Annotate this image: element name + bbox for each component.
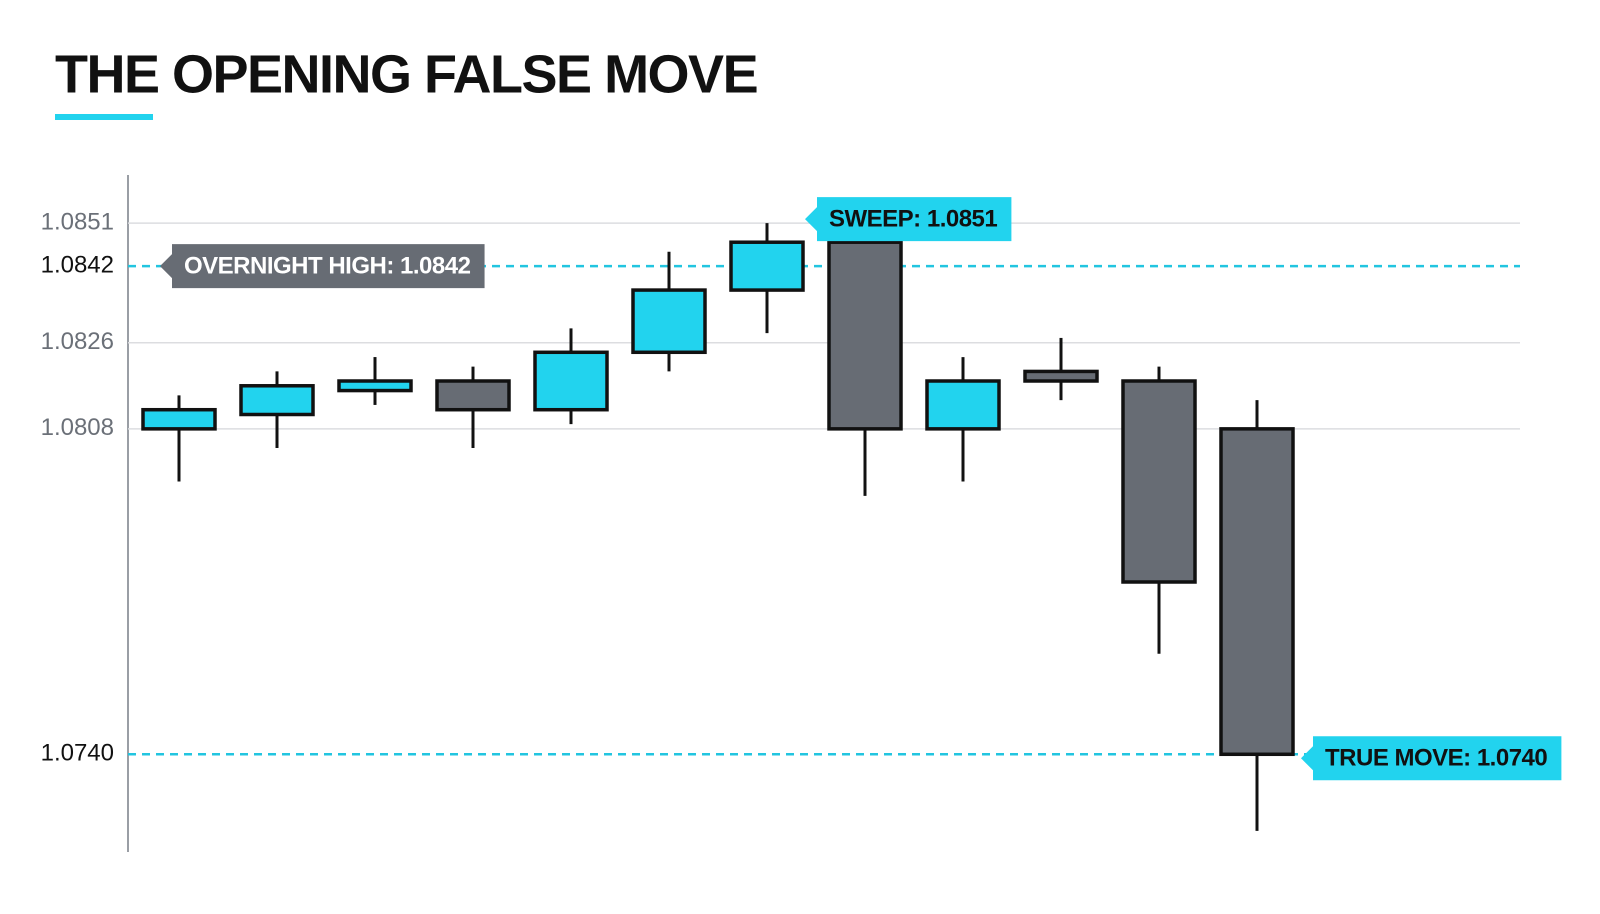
candle-body bbox=[1121, 379, 1197, 584]
annotation-label: SWEEP: 1.0851 bbox=[829, 205, 997, 232]
candle-body bbox=[533, 350, 609, 412]
candle-body bbox=[925, 379, 1001, 431]
y-tick-label: 1.0826 bbox=[41, 328, 114, 355]
annotation-box bbox=[160, 244, 485, 289]
candle-body bbox=[141, 407, 217, 431]
annotation-box bbox=[805, 197, 1012, 242]
candle-body bbox=[729, 240, 805, 292]
title-underline bbox=[55, 114, 153, 120]
y-tick-label: 1.0808 bbox=[41, 414, 114, 441]
candle-body bbox=[337, 379, 413, 393]
candle-body bbox=[435, 379, 511, 412]
candle-body bbox=[239, 384, 315, 417]
chart-title: THE OPENING FALSE MOVE bbox=[55, 44, 757, 104]
annotation-box bbox=[1301, 736, 1562, 781]
candle-body bbox=[1219, 427, 1295, 757]
candle-body bbox=[827, 240, 903, 431]
candle-body bbox=[631, 288, 707, 355]
annotation-label: TRUE MOVE: 1.0740 bbox=[1325, 745, 1547, 772]
y-tick-label: 1.0851 bbox=[41, 208, 114, 235]
y-tick-label: 1.0740 bbox=[41, 740, 114, 767]
annotation-label: OVERNIGHT HIGH: 1.0842 bbox=[184, 252, 471, 279]
y-tick-label: 1.0842 bbox=[41, 251, 114, 278]
candle-body bbox=[1023, 369, 1099, 383]
